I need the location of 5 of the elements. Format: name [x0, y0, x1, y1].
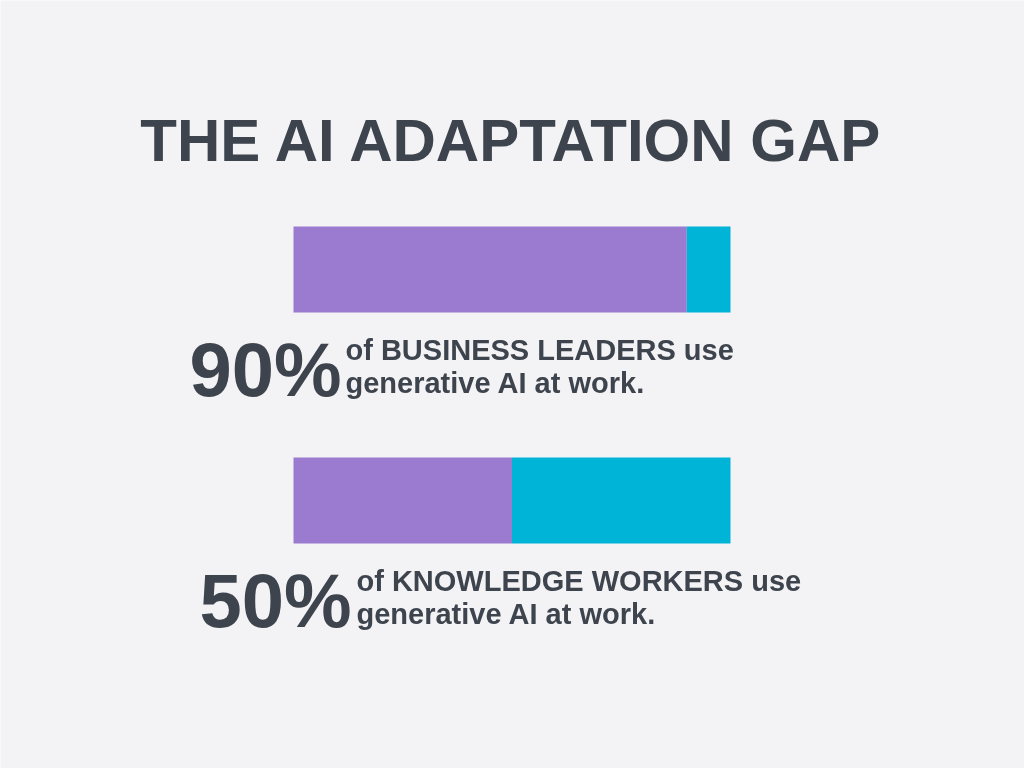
y-tick-label: of KNOWLEDGE WORKERS use generative AI at work. [356, 564, 802, 631]
chart-title: THE AI ADAPTATION GAP [140, 107, 881, 174]
y-tick-label: of BUSINESS LEADERS use generative AI at work. [345, 333, 734, 400]
data-label: 90% [189, 327, 342, 412]
data-label: 50% [199, 558, 352, 643]
